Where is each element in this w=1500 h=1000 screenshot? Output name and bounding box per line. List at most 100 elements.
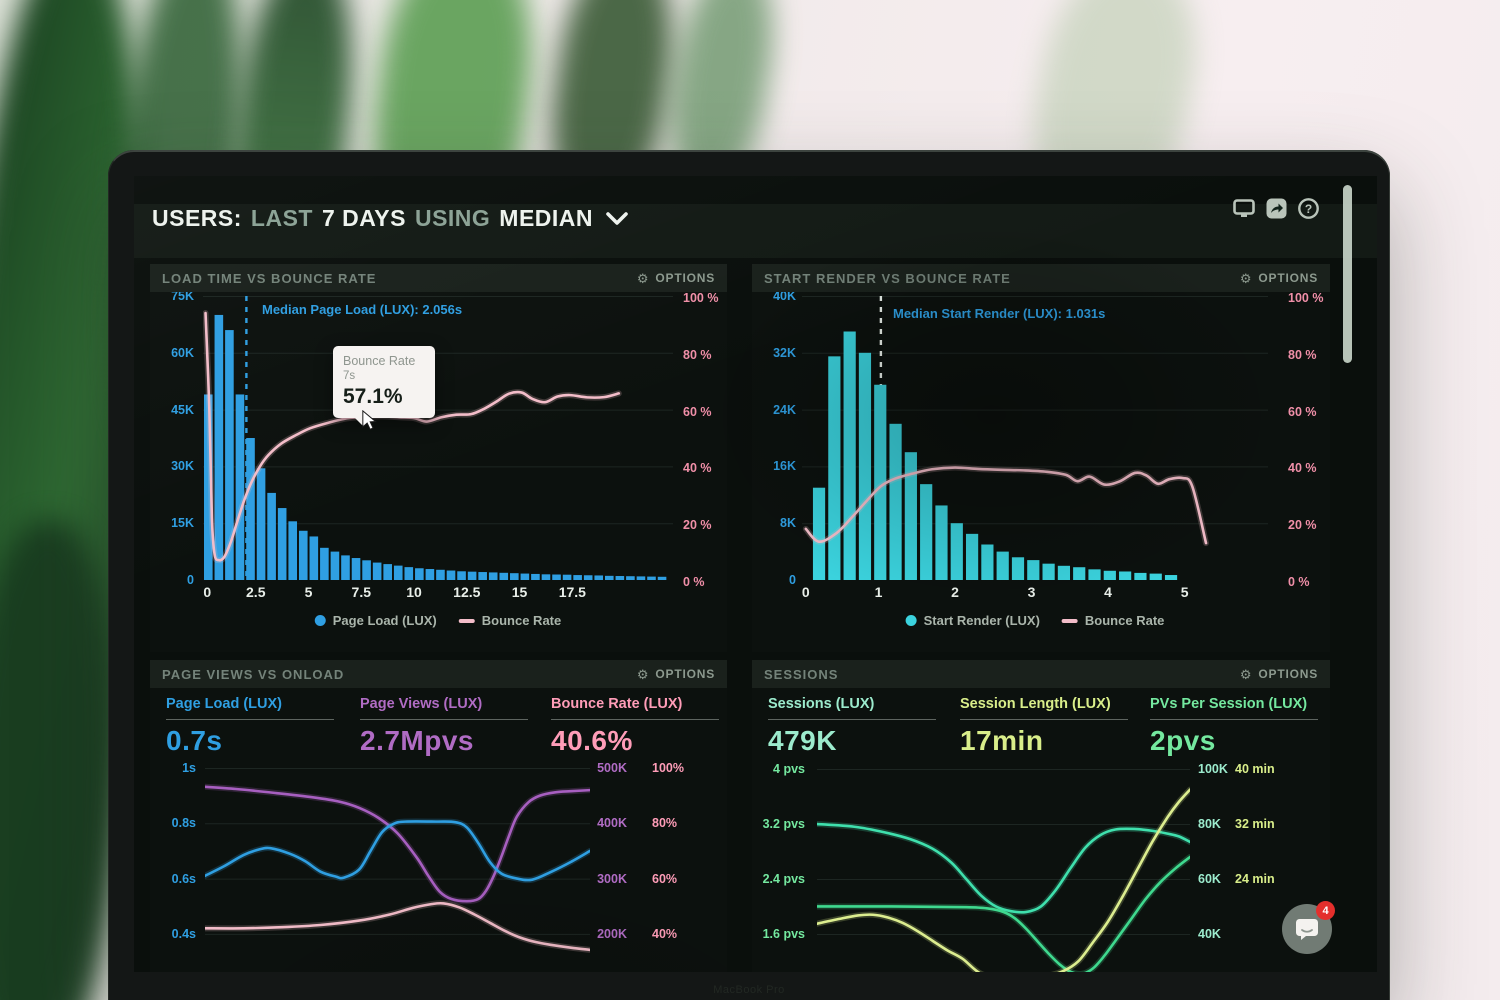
bar[interactable]	[981, 544, 994, 581]
line-series[interactable]	[205, 820, 590, 882]
bar[interactable]	[425, 569, 435, 580]
bar[interactable]	[320, 547, 329, 580]
bar[interactable]	[626, 576, 635, 580]
bar[interactable]	[510, 573, 519, 580]
start-render-chart[interactable]: Median Start Render (LUX): 1.031s 40K 32K 2…	[752, 264, 1330, 652]
bar[interactable]	[531, 573, 540, 580]
bar[interactable]	[541, 574, 551, 580]
bar[interactable]	[341, 555, 350, 580]
bar[interactable]	[647, 576, 656, 580]
chart-plot-area[interactable]	[817, 769, 1190, 972]
bar[interactable]	[235, 394, 245, 580]
bar[interactable]	[904, 452, 917, 580]
line-series[interactable]	[817, 855, 1190, 972]
bar[interactable]	[874, 384, 887, 580]
bar[interactable]	[1149, 573, 1162, 580]
bar[interactable]	[1073, 567, 1086, 580]
bar[interactable]	[204, 394, 213, 580]
bar[interactable]	[1103, 570, 1116, 580]
bar[interactable]	[604, 575, 614, 580]
x-axis-tick-label: 5	[1180, 584, 1189, 600]
bar[interactable]	[965, 533, 979, 580]
bar[interactable]	[858, 352, 872, 580]
bar[interactable]	[298, 530, 308, 580]
bar[interactable]	[1134, 572, 1147, 580]
scrollbar-thumb[interactable]	[1343, 185, 1352, 363]
bar[interactable]	[573, 575, 582, 580]
options-button[interactable]: ⚙ OPTIONS	[636, 666, 715, 682]
bar[interactable]	[256, 468, 266, 580]
gear-icon: ⚙	[636, 666, 650, 682]
bar[interactable]	[1042, 563, 1055, 580]
bar[interactable]	[404, 567, 414, 580]
bar[interactable]	[583, 575, 593, 580]
bar[interactable]	[267, 492, 276, 580]
bar[interactable]	[499, 572, 509, 580]
bar[interactable]	[372, 562, 382, 580]
load-time-chart[interactable]: Median Page Load (LUX): 2.056s 75K 60K 45K 3…	[150, 264, 727, 652]
bar[interactable]	[277, 508, 287, 580]
bar[interactable]	[393, 565, 403, 580]
bar[interactable]	[1164, 575, 1178, 580]
bar[interactable]	[488, 572, 498, 580]
sessions-chart[interactable]: 4 pvs 3.2 pvs 2.4 pvs 1.6 pvs 100K 80K 60K 40K 4…	[752, 660, 1330, 972]
bar[interactable]	[436, 569, 445, 580]
bar[interactable]	[950, 523, 963, 580]
bar[interactable]	[615, 576, 625, 580]
options-button[interactable]: ⚙ OPTIONS	[1239, 666, 1318, 682]
bar[interactable]	[636, 576, 646, 580]
bar[interactable]	[812, 487, 826, 580]
line-series[interactable]	[205, 901, 590, 952]
line-series[interactable]	[817, 822, 1190, 914]
bar[interactable]	[383, 564, 392, 580]
bar[interactable]	[446, 570, 456, 580]
chart-plot-area[interactable]	[205, 768, 590, 972]
line-series[interactable]	[804, 466, 1208, 545]
bar[interactable]	[362, 560, 371, 580]
line-series[interactable]	[817, 788, 1190, 972]
bar[interactable]	[288, 521, 298, 580]
bar[interactable]	[520, 573, 530, 580]
bar[interactable]	[246, 438, 255, 580]
bar[interactable]	[889, 423, 902, 580]
bar[interactable]	[562, 574, 572, 580]
chevron-down-icon[interactable]	[606, 212, 628, 226]
legend-item[interactable]: Start Render (LUX)	[905, 613, 1040, 628]
chart-plot-area[interactable]	[203, 296, 673, 580]
help-icon[interactable]: ?	[1298, 198, 1319, 219]
bar[interactable]	[552, 574, 561, 580]
bar[interactable]	[996, 551, 1009, 580]
bar[interactable]	[1119, 571, 1132, 580]
page-views-chart[interactable]: 1s 0.8s 0.6s 0.4s 500K 400K 300K 200K 100% 80% 60%…	[150, 660, 727, 972]
options-button[interactable]: ⚙ OPTIONS	[1239, 270, 1318, 286]
monitor-icon[interactable]	[1233, 199, 1255, 218]
bar[interactable]	[843, 331, 856, 581]
bar[interactable]	[478, 572, 487, 580]
bar[interactable]	[214, 314, 224, 580]
chart-plot-area[interactable]	[802, 296, 1268, 580]
bar[interactable]	[225, 330, 234, 580]
bar[interactable]	[309, 536, 319, 580]
bar[interactable]	[594, 575, 604, 580]
bar[interactable]	[1011, 557, 1025, 580]
options-button[interactable]: ⚙ OPTIONS	[636, 270, 715, 286]
bar[interactable]	[1088, 569, 1101, 580]
bar[interactable]	[935, 505, 948, 580]
bar[interactable]	[1057, 565, 1071, 580]
bar[interactable]	[467, 571, 477, 580]
bar[interactable]	[457, 571, 466, 580]
line-series[interactable]	[205, 785, 590, 903]
bar[interactable]	[920, 484, 933, 580]
bar[interactable]	[351, 558, 361, 580]
bar[interactable]	[828, 356, 841, 580]
bar[interactable]	[415, 568, 424, 580]
legend-item[interactable]: Bounce Rate	[1061, 613, 1164, 628]
bar[interactable]	[657, 576, 667, 580]
chat-widget-button[interactable]: 4	[1282, 901, 1335, 954]
legend-item[interactable]: Page Load (LUX)	[314, 613, 437, 628]
page-title[interactable]: USERS: LAST 7 DAYS USING MEDIAN	[152, 205, 628, 232]
bar[interactable]	[330, 551, 340, 580]
bar[interactable]	[1027, 560, 1040, 580]
legend-item[interactable]: Bounce Rate	[458, 613, 561, 628]
share-icon[interactable]	[1266, 198, 1287, 219]
